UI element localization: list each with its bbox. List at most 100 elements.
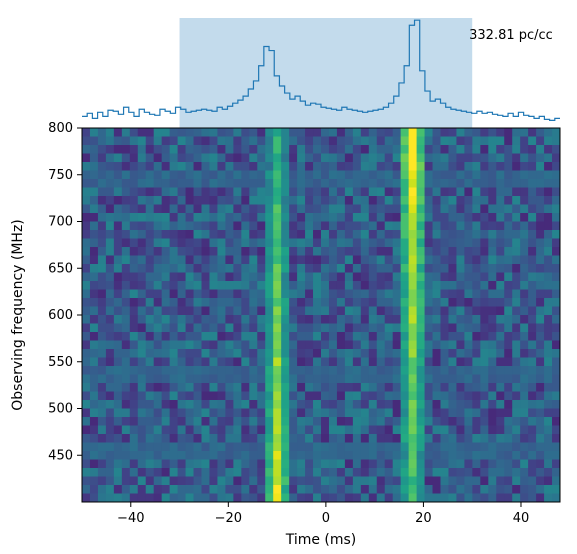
- wf-cell: [98, 451, 106, 460]
- wf-cell: [154, 298, 162, 307]
- wf-cell: [82, 366, 90, 375]
- wf-cell: [178, 400, 186, 409]
- wf-cell: [122, 222, 130, 231]
- wf-cell: [281, 324, 289, 333]
- wf-cell: [305, 392, 313, 401]
- wf-cell: [217, 171, 225, 180]
- wf-cell: [472, 128, 480, 137]
- wf-cell: [313, 324, 321, 333]
- wf-cell: [448, 332, 456, 341]
- wf-cell: [321, 264, 329, 273]
- wf-cell: [122, 341, 130, 350]
- wf-cell: [528, 179, 536, 188]
- wf-cell: [544, 264, 552, 273]
- wf-cell: [369, 366, 377, 375]
- wf-cell: [106, 375, 114, 384]
- wf-cell: [225, 477, 233, 486]
- wf-cell: [178, 137, 186, 146]
- wf-cell: [456, 171, 464, 180]
- wf-cell: [162, 128, 170, 137]
- wf-cell: [209, 239, 217, 248]
- wf-cell: [273, 196, 281, 205]
- wf-cell: [170, 137, 178, 146]
- wf-cell: [202, 324, 210, 333]
- wf-cell: [512, 230, 520, 239]
- wf-cell: [536, 443, 544, 452]
- wf-cell: [321, 154, 329, 163]
- wf-cell: [393, 477, 401, 486]
- y-tick-label: 750: [48, 168, 73, 183]
- wf-cell: [281, 451, 289, 460]
- wf-cell: [82, 494, 90, 503]
- wf-cell: [106, 145, 114, 154]
- wf-cell: [425, 477, 433, 486]
- wf-cell: [130, 179, 138, 188]
- wf-cell: [464, 349, 472, 358]
- wf-cell: [337, 145, 345, 154]
- wf-cell: [225, 468, 233, 477]
- wf-cell: [433, 341, 441, 350]
- wf-cell: [313, 315, 321, 324]
- wf-cell: [329, 154, 337, 163]
- wf-cell: [249, 468, 257, 477]
- wf-cell: [122, 128, 130, 137]
- wf-cell: [225, 171, 233, 180]
- wf-cell: [361, 392, 369, 401]
- wf-cell: [472, 417, 480, 426]
- wf-cell: [552, 213, 560, 222]
- wf-cell: [329, 128, 337, 137]
- wf-cell: [536, 281, 544, 290]
- wf-cell: [377, 392, 385, 401]
- wf-cell: [329, 205, 337, 214]
- wf-cell: [186, 273, 194, 282]
- wf-cell: [98, 256, 106, 265]
- wf-cell: [456, 154, 464, 163]
- wf-cell: [441, 383, 449, 392]
- wf-cell: [496, 477, 504, 486]
- wf-cell: [377, 417, 385, 426]
- wf-cell: [98, 434, 106, 443]
- wf-cell: [186, 324, 194, 333]
- wf-cell: [393, 460, 401, 469]
- wf-cell: [265, 307, 273, 316]
- wf-cell: [520, 409, 528, 418]
- wf-cell: [130, 451, 138, 460]
- wf-cell: [345, 434, 353, 443]
- wf-cell: [552, 366, 560, 375]
- wf-cell: [146, 171, 154, 180]
- wf-cell: [425, 188, 433, 197]
- wf-cell: [321, 460, 329, 469]
- wf-cell: [425, 264, 433, 273]
- wf-cell: [417, 366, 425, 375]
- wf-cell: [393, 290, 401, 299]
- wf-cell: [409, 154, 417, 163]
- wf-cell: [90, 460, 98, 469]
- wf-cell: [496, 298, 504, 307]
- wf-cell: [106, 256, 114, 265]
- wf-cell: [448, 477, 456, 486]
- wf-cell: [488, 443, 496, 452]
- wf-cell: [321, 247, 329, 256]
- wf-cell: [82, 273, 90, 282]
- wf-cell: [90, 451, 98, 460]
- wf-cell: [520, 477, 528, 486]
- wf-cell: [552, 409, 560, 418]
- wf-cell: [433, 188, 441, 197]
- wf-cell: [480, 264, 488, 273]
- wf-cell: [106, 332, 114, 341]
- wf-cell: [82, 443, 90, 452]
- wf-cell: [544, 171, 552, 180]
- wf-cell: [273, 273, 281, 282]
- wf-cell: [401, 230, 409, 239]
- wf-cell: [241, 247, 249, 256]
- wf-cell: [369, 392, 377, 401]
- wf-cell: [194, 247, 202, 256]
- wf-cell: [186, 128, 194, 137]
- wf-cell: [106, 281, 114, 290]
- wf-cell: [106, 264, 114, 273]
- wf-cell: [170, 315, 178, 324]
- wf-cell: [82, 196, 90, 205]
- wf-cell: [433, 477, 441, 486]
- wf-cell: [82, 460, 90, 469]
- wf-cell: [170, 222, 178, 231]
